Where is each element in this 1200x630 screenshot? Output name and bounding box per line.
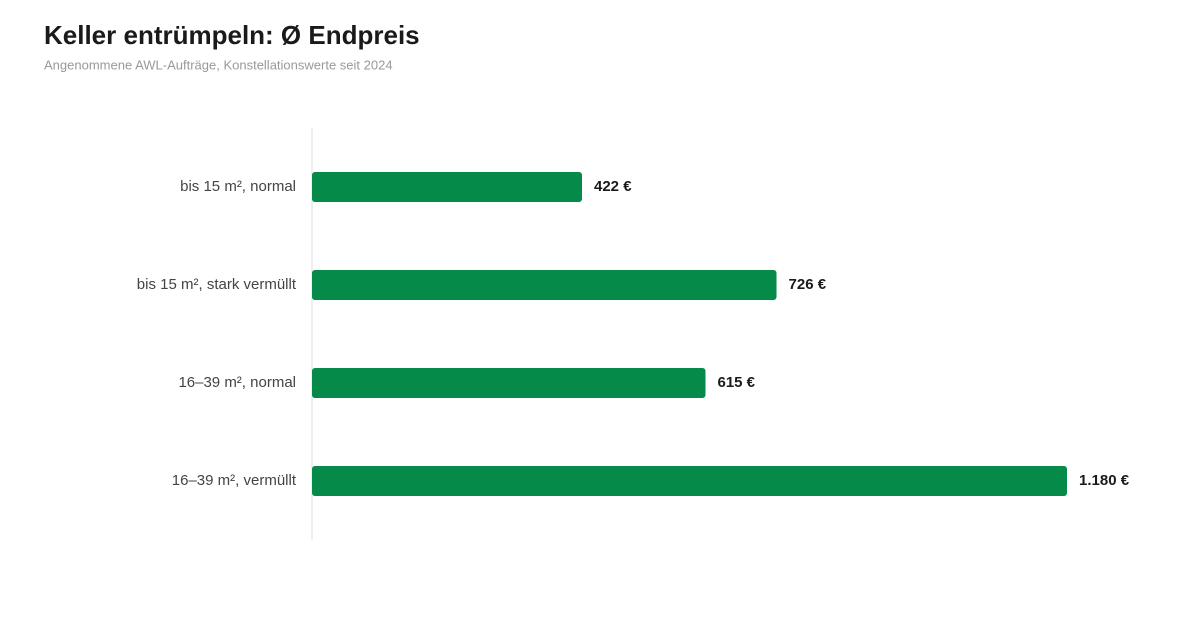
- value-label: 422 €: [594, 178, 632, 195]
- bar: [312, 368, 706, 398]
- chart-title: Keller entrümpeln: Ø Endpreis: [44, 20, 420, 50]
- bar: [312, 172, 583, 202]
- value-label: 1.180 €: [1079, 472, 1130, 489]
- category-label: 16–39 m², normal: [178, 374, 296, 391]
- category-label: 16–39 m², vermüllt: [172, 472, 297, 489]
- value-label: 726 €: [789, 276, 827, 293]
- bar: [312, 270, 777, 300]
- value-label: 615 €: [717, 374, 755, 391]
- category-label: bis 15 m², stark vermüllt: [137, 276, 297, 293]
- bar: [312, 466, 1067, 496]
- category-label: bis 15 m², normal: [180, 178, 296, 195]
- chart-subtitle: Angenommene AWL-Aufträge, Konstellations…: [44, 57, 393, 72]
